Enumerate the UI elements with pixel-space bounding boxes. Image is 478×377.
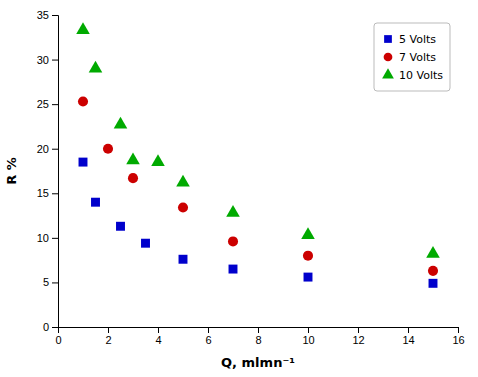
point [426, 246, 440, 258]
point [428, 266, 438, 276]
tick: 2 [105, 327, 111, 346]
axis-domain [52, 16, 59, 328]
tick: 16 [452, 327, 464, 346]
tick-label: 0 [55, 334, 61, 346]
tick-label: 16 [452, 334, 464, 346]
y-axis: 0 5 10 15 20 25 30 35 [37, 9, 59, 333]
tick: 14 [402, 327, 414, 346]
tick-mark [408, 327, 409, 333]
legend-label: 5 Volts [399, 33, 436, 46]
legend: 5 Volts 7 Volts 10 Volts [374, 23, 450, 91]
legend-item: 10 Volts [382, 68, 443, 82]
point [114, 117, 128, 129]
legend-symbol [382, 68, 394, 78]
point [229, 265, 238, 274]
tick-mark [158, 327, 159, 333]
point [128, 173, 138, 183]
point [176, 175, 190, 187]
legend-symbol [384, 53, 393, 62]
point [78, 96, 88, 106]
point [89, 61, 103, 73]
tick-label: 20 [37, 143, 49, 155]
series [79, 158, 438, 288]
legend-symbol [384, 35, 392, 43]
tick-label: 12 [352, 334, 364, 346]
point [91, 198, 100, 207]
tick: 25 [37, 98, 58, 110]
tick-label: 35 [37, 9, 49, 21]
series [76, 22, 440, 258]
tick-label: 4 [155, 334, 161, 346]
tick-mark [52, 104, 58, 105]
tick-mark [308, 327, 309, 333]
legend-label: 10 Volts [399, 69, 443, 82]
tick: 8 [255, 327, 261, 346]
tick-mark [52, 15, 58, 16]
tick: 5 [43, 276, 58, 288]
x-axis: 0 2 4 6 8 10 12 14 16 [55, 327, 464, 346]
tick-label: 10 [302, 334, 314, 346]
tick-mark [52, 193, 58, 194]
tick-label: 5 [43, 276, 49, 288]
point [226, 205, 240, 217]
tick-mark [52, 327, 58, 328]
tick: 0 [43, 321, 58, 333]
point [126, 152, 140, 164]
tick-mark [208, 327, 209, 333]
tick: 6 [205, 327, 211, 346]
point [141, 239, 150, 248]
point [151, 154, 165, 166]
point [116, 222, 125, 231]
y-axis-title: R % [4, 157, 19, 185]
tick-label: 2 [105, 334, 111, 346]
chart: 0 2 4 6 8 10 12 14 16 0 5 10 15 20 25 30 35 5 Volts 7 Volt… [0, 0, 478, 377]
tick: 12 [352, 327, 364, 346]
tick-label: 10 [37, 232, 49, 244]
x-axis-title: Q, mlmn⁻¹ [221, 355, 295, 370]
point [304, 273, 313, 282]
tick: 15 [37, 187, 58, 199]
tick: 10 [37, 232, 58, 244]
tick: 10 [302, 327, 314, 346]
point [179, 255, 188, 264]
tick-label: 30 [37, 54, 49, 66]
legend-item: 7 Volts [384, 51, 437, 64]
tick-label: 6 [205, 334, 211, 346]
tick-mark [258, 327, 259, 333]
tick-mark [52, 149, 58, 150]
tick-mark [458, 327, 459, 333]
point [76, 22, 90, 34]
tick-label: 8 [255, 334, 261, 346]
plot: 0 2 4 6 8 10 12 14 16 0 5 10 15 20 25 30 35 5 Volts 7 Volt… [37, 9, 465, 346]
axis-domain [59, 328, 459, 334]
tick-label: 14 [402, 334, 414, 346]
point [79, 158, 88, 167]
tick-mark [108, 327, 109, 333]
tick: 35 [37, 9, 58, 21]
tick: 30 [37, 54, 58, 66]
point [429, 279, 438, 288]
point [178, 203, 188, 213]
legend-box [374, 23, 450, 91]
tick-mark [52, 282, 58, 283]
tick-label: 25 [37, 98, 49, 110]
point [228, 236, 238, 246]
tick-mark [52, 60, 58, 61]
legend-item: 5 Volts [384, 33, 436, 46]
series [78, 96, 438, 275]
tick-label: 15 [37, 187, 49, 199]
tick: 20 [37, 143, 58, 155]
tick-mark [52, 238, 58, 239]
point [103, 144, 113, 154]
tick-mark [358, 327, 359, 333]
point [301, 227, 315, 239]
tick: 0 [55, 327, 61, 346]
tick-label: 0 [43, 321, 49, 333]
legend-label: 7 Volts [399, 51, 436, 64]
tick: 4 [155, 327, 161, 346]
point [303, 251, 313, 261]
